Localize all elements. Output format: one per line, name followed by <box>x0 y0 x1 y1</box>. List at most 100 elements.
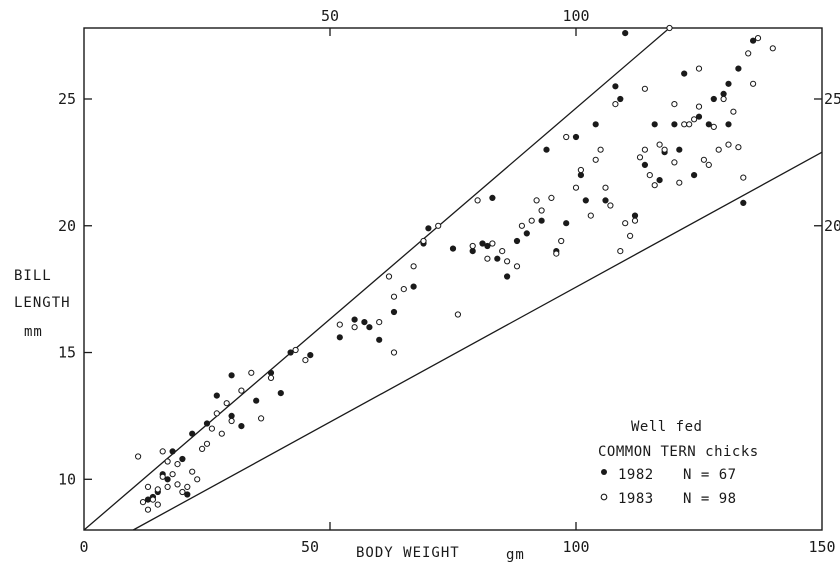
point-1982-4 <box>164 476 171 483</box>
point-1983-27 <box>258 415 265 422</box>
point-1983-51 <box>533 197 540 204</box>
point-1983-45 <box>489 240 496 247</box>
point-1983-25 <box>238 387 245 394</box>
point-1982-8 <box>189 430 196 437</box>
y-tick-label-left-25: 25 <box>58 90 76 108</box>
point-1983-2 <box>144 506 152 513</box>
point-1982-28 <box>449 245 457 252</box>
point-1983-87 <box>720 95 727 103</box>
point-1983-52 <box>538 207 545 214</box>
point-1983-18 <box>199 445 206 452</box>
point-1983-20 <box>208 425 215 432</box>
point-1982-12 <box>228 372 235 379</box>
point-1982-21 <box>361 319 368 326</box>
legend-marker-filled <box>601 469 607 475</box>
point-1983-92 <box>745 50 752 57</box>
point-1982-64 <box>740 199 747 206</box>
point-1983-3 <box>144 483 152 490</box>
point-1982-16 <box>277 390 284 397</box>
point-1982-54 <box>676 146 683 153</box>
point-1983-90 <box>735 144 742 151</box>
point-1983-77 <box>671 159 678 166</box>
data-points <box>135 24 776 513</box>
point-1982-49 <box>641 161 649 168</box>
point-1982-42 <box>577 172 585 179</box>
point-1983-33 <box>376 319 383 326</box>
point-1982-22 <box>366 324 373 331</box>
y-tick-label-left-15: 15 <box>58 344 76 362</box>
point-1982-46 <box>612 83 619 90</box>
point-1983-57 <box>572 184 580 191</box>
point-1982-33 <box>494 255 501 262</box>
point-1983-41 <box>454 311 461 318</box>
point-1983-14 <box>179 488 186 496</box>
point-1982-48 <box>631 212 639 219</box>
point-1982-51 <box>656 177 663 184</box>
point-1983-37 <box>400 286 407 293</box>
point-1982-66 <box>617 95 624 103</box>
x-tick-label-top-100: 100 <box>562 7 589 25</box>
point-1983-50 <box>528 217 535 224</box>
point-1982-55 <box>681 70 688 77</box>
point-1983-95 <box>769 45 776 52</box>
point-1982-29 <box>469 248 476 255</box>
point-1983-73 <box>651 182 658 189</box>
legend-title-line2: COMMON TERN chicks <box>598 444 759 460</box>
legend-entry-1982-n: N = 67 <box>683 467 737 483</box>
point-1982-63 <box>735 65 742 72</box>
point-1983-1 <box>139 499 147 506</box>
point-1983-91 <box>740 174 747 181</box>
point-1983-74 <box>656 141 663 148</box>
y-tick-label-left-10: 10 <box>58 470 76 488</box>
point-1982-31 <box>489 194 496 201</box>
point-1982-32 <box>484 242 491 250</box>
point-1983-47 <box>504 258 511 265</box>
point-1982-43 <box>582 197 589 204</box>
point-1983-82 <box>695 103 703 110</box>
point-1983-26 <box>248 369 255 376</box>
point-1983-17 <box>194 476 201 483</box>
point-1983-78 <box>676 179 683 186</box>
point-1982-19 <box>336 334 343 341</box>
point-1983-43 <box>474 197 481 204</box>
point-1983-28 <box>267 374 275 381</box>
x-tick-label-bottom-0: 0 <box>79 538 88 556</box>
point-1982-53 <box>671 121 678 128</box>
point-1983-83 <box>700 156 708 163</box>
point-1983-5 <box>154 501 161 508</box>
point-1982-15 <box>267 369 275 376</box>
point-1983-4 <box>149 496 156 503</box>
point-1982-6 <box>179 455 186 463</box>
point-1983-38 <box>410 263 417 270</box>
point-1982-45 <box>602 197 609 204</box>
point-1983-84 <box>705 161 712 168</box>
point-1982-41 <box>572 133 580 141</box>
point-1982-50 <box>651 121 658 128</box>
point-1983-58 <box>577 166 585 174</box>
point-1983-96 <box>671 101 678 108</box>
point-1982-10 <box>213 392 220 399</box>
point-1983-6 <box>154 486 161 493</box>
point-1983-21 <box>213 410 220 417</box>
point-1983-39 <box>420 237 427 245</box>
point-1983-53 <box>548 194 555 201</box>
envelope-line-2 <box>132 151 823 531</box>
point-1983-69 <box>636 154 644 161</box>
point-1983-76 <box>666 24 673 32</box>
x-axis-label: BODY WEIGHT <box>356 545 460 561</box>
x-tick-label-bottom-150: 150 <box>808 538 835 556</box>
point-1983-71 <box>641 85 649 92</box>
point-1982-65 <box>749 37 757 44</box>
point-1982-40 <box>563 220 570 227</box>
point-1983-31 <box>336 321 343 328</box>
point-1983-79 <box>681 121 688 128</box>
point-1982-47 <box>622 29 629 37</box>
point-1982-60 <box>720 90 727 97</box>
point-1983-72 <box>646 172 653 179</box>
point-1983-86 <box>715 146 722 153</box>
envelope-lines <box>83 27 823 531</box>
point-1983-60 <box>592 156 599 163</box>
point-1983-19 <box>203 440 211 447</box>
axis-ticks: 0 50 100 150 50 100 10 15 20 25 20 25 <box>58 7 840 556</box>
point-1983-80 <box>686 121 693 128</box>
